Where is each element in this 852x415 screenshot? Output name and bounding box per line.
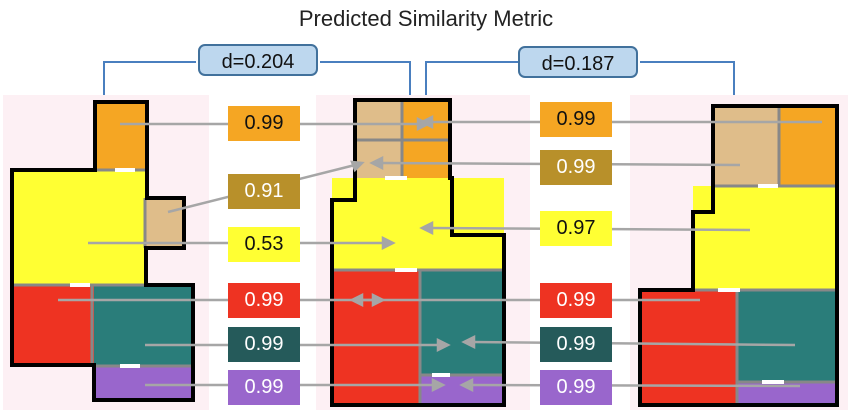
score-balcony-right: 0.99 — [540, 102, 612, 137]
distance-label-right: d=0.187 — [518, 46, 638, 78]
bracket-right — [425, 61, 735, 95]
score-kitchen-left: 0.99 — [228, 327, 300, 362]
room-bathroom — [737, 382, 837, 405]
room-bedroom — [12, 285, 94, 365]
floorplan-left — [10, 100, 195, 402]
room-living — [332, 178, 504, 270]
score-bedroom-left: 0.99 — [228, 283, 300, 318]
room-balcony — [95, 102, 147, 170]
score-balcony-left: 0.99 — [228, 106, 300, 141]
score-bathroom-right: 0.99 — [540, 370, 612, 405]
distance-label-left: d=0.204 — [198, 44, 318, 76]
room-storage — [355, 118, 402, 178]
room-living — [12, 170, 146, 285]
room-bedroom — [640, 290, 737, 405]
diagram-title: Predicted Similarity Metric — [298, 6, 554, 31]
room-living — [693, 186, 837, 290]
score-bathroom-left: 0.99 — [228, 370, 300, 405]
room-bathroom — [94, 365, 193, 400]
score-storage-left: 0.91 — [228, 174, 300, 209]
room-balcony — [779, 106, 837, 186]
arrow-kitchen-right — [471, 340, 796, 347]
room-storage-top — [355, 100, 402, 118]
arrow-bathroom-right — [469, 383, 801, 388]
room-kitchen — [420, 270, 504, 375]
score-living-left: 0.53 — [228, 227, 300, 262]
room-storage — [144, 198, 184, 248]
floorplan-middle — [330, 98, 506, 407]
room-storage — [713, 106, 779, 186]
score-living-right: 0.97 — [540, 211, 612, 246]
bracket-left — [103, 61, 411, 95]
room-kitchen — [94, 285, 193, 365]
room-kitchen — [737, 290, 837, 382]
score-bedroom-right: 0.99 — [540, 283, 612, 318]
score-kitchen-right: 0.99 — [540, 327, 612, 362]
room-bedroom — [332, 270, 420, 405]
score-storage-right: 0.99 — [540, 150, 612, 185]
